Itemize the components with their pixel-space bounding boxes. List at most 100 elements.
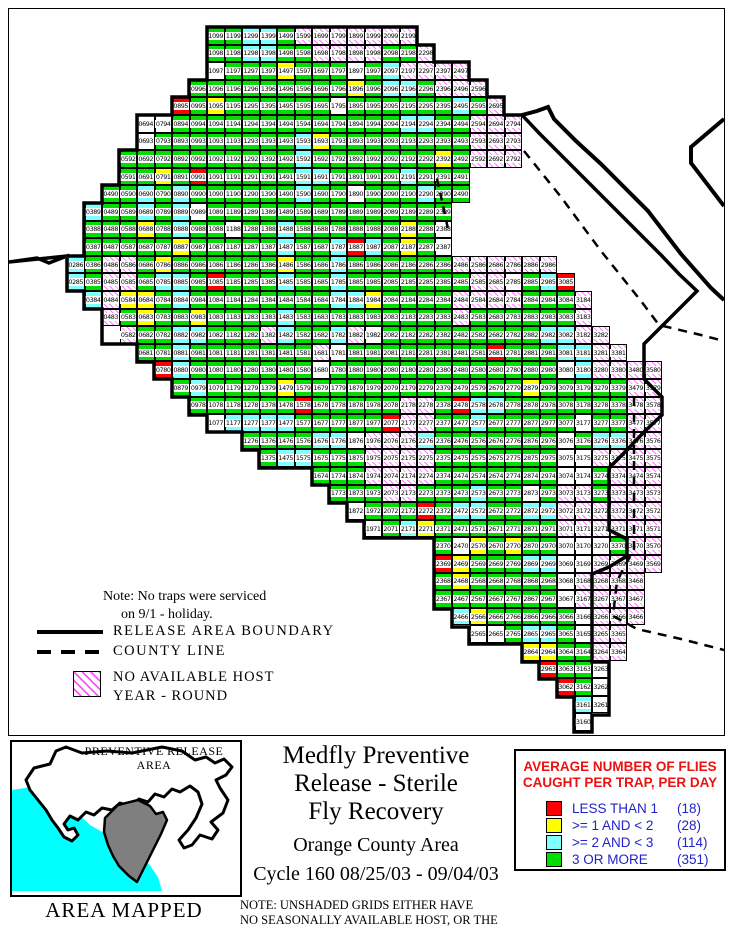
grid-cell: 2379 bbox=[434, 379, 452, 397]
grid-cell: 1683 bbox=[312, 308, 330, 327]
grid-cell-number: 1793 bbox=[330, 137, 347, 146]
grid-cell: 2275 bbox=[417, 449, 435, 467]
grid-cell-number: 3168 bbox=[575, 577, 592, 586]
grid-cell: 2777 bbox=[504, 414, 522, 432]
grid-cell: 1282 bbox=[242, 326, 260, 344]
grid-cell-number: 3171 bbox=[575, 524, 592, 533]
grid-cell-number: 2583 bbox=[470, 313, 487, 322]
grid-cell-number: 2395 bbox=[435, 102, 452, 111]
grid-cell-number: 0993 bbox=[190, 137, 207, 146]
grid-cell: 2578 bbox=[469, 396, 487, 415]
grid-cell-number: 2882 bbox=[522, 330, 539, 339]
grid-cell-number: 1877 bbox=[347, 418, 364, 427]
grid-cell-number: 1384 bbox=[260, 295, 277, 304]
grid-cell-number: 1981 bbox=[365, 348, 382, 357]
grid-cell: 3063 bbox=[557, 660, 575, 679]
grid-cell: 2497 bbox=[452, 62, 470, 80]
grid-cell-number: 3369 bbox=[610, 559, 627, 568]
grid-cell-number: 0882 bbox=[172, 330, 189, 339]
grid-cell: 1092 bbox=[207, 150, 225, 168]
grid-cell: 3078 bbox=[557, 396, 575, 415]
grid-cell-number: 0794 bbox=[155, 119, 172, 128]
grid-cell-number: 1779 bbox=[330, 383, 347, 392]
grid-cell-number: 1576 bbox=[295, 436, 312, 445]
grid-cell-number: 2082 bbox=[382, 330, 399, 339]
grid-cell: 1681 bbox=[312, 343, 330, 362]
grid-cell: 1699 bbox=[312, 27, 330, 45]
grid-cell: 2476 bbox=[452, 431, 470, 450]
grid-cell: 3282 bbox=[592, 326, 610, 344]
grid-cell-number: 0989 bbox=[190, 207, 207, 216]
grid-cell: 2767 bbox=[504, 590, 522, 608]
grid-cell-number: 0996 bbox=[190, 84, 207, 93]
grid-cell: 2286 bbox=[417, 255, 435, 274]
grid-cell: 2969 bbox=[539, 555, 557, 573]
grid-cell-number: 3364 bbox=[610, 647, 627, 656]
grid-cell: 1796 bbox=[329, 79, 347, 98]
grid-cell-number: 2475 bbox=[452, 454, 469, 463]
legend-label: LESS THAN 1 bbox=[572, 801, 659, 816]
grid-cell-number: 2878 bbox=[522, 401, 539, 410]
grid-cell-number: 2473 bbox=[452, 489, 469, 498]
grid-cell: 1394 bbox=[259, 115, 277, 133]
grid-cell-number: 1872 bbox=[347, 506, 364, 515]
grid-cell-number: 2876 bbox=[522, 436, 539, 445]
grid-cell-number: 3065 bbox=[557, 630, 574, 639]
grid-cell-number: 1298 bbox=[242, 49, 259, 58]
grid-cell: 2978 bbox=[539, 396, 557, 415]
grid-cell-number: 0485 bbox=[102, 278, 119, 287]
grid-cell-number: 2282 bbox=[417, 330, 434, 339]
grid-cell: 0485 bbox=[102, 273, 120, 291]
grid-cell-number: 3572 bbox=[645, 506, 662, 515]
grid-cell-number: 1974 bbox=[365, 471, 382, 480]
grid-cell: 1680 bbox=[312, 361, 330, 379]
grid-cell-number: 2072 bbox=[382, 506, 399, 515]
grid-cell-number: 3375 bbox=[610, 454, 627, 463]
grid-cell: 1389 bbox=[259, 203, 277, 221]
grid-cell-number: 1678 bbox=[312, 401, 329, 410]
grid-cell-number: 2287 bbox=[417, 242, 434, 251]
grid-cell-number: 0982 bbox=[190, 330, 207, 339]
grid-cell: 0587 bbox=[119, 238, 137, 256]
grid-cell: 1787 bbox=[329, 238, 347, 256]
grid-cell: 2594 bbox=[469, 115, 487, 133]
grid-cell-number: 1591 bbox=[295, 172, 312, 181]
grid-cell-number: 3264 bbox=[592, 647, 609, 656]
grid-cell: 1779 bbox=[329, 379, 347, 397]
grid-cell-number: 1190 bbox=[225, 190, 242, 199]
grid-cell: 0881 bbox=[172, 343, 190, 362]
grid-cell-number: 2594 bbox=[470, 119, 487, 128]
grid-cell: 0879 bbox=[172, 379, 190, 397]
grid-cell: 0791 bbox=[154, 167, 172, 186]
grid-cell: 2496 bbox=[452, 79, 470, 98]
grid-cell-number: 1788 bbox=[330, 225, 347, 234]
grid-cell: 1477 bbox=[277, 414, 295, 432]
grid-cell: 2683 bbox=[487, 308, 505, 327]
grid-cell: 3065 bbox=[557, 625, 575, 643]
grid-cell-number: 2670 bbox=[487, 542, 504, 551]
grid-cell: 1895 bbox=[347, 97, 365, 115]
grid-cell-number: 1086 bbox=[207, 260, 224, 269]
grid-cell-number: 3182 bbox=[575, 330, 592, 339]
grid-cell-number: 0582 bbox=[120, 330, 137, 339]
grid-cell-number: 2279 bbox=[417, 383, 434, 392]
grid-cell: 3576 bbox=[644, 431, 662, 450]
grid-cell: 3474 bbox=[627, 467, 645, 485]
grid-cell-number: 1379 bbox=[260, 383, 277, 392]
grid-cell: 2179 bbox=[399, 379, 417, 397]
grid-cell: 3176 bbox=[574, 431, 592, 450]
grid-cell: 1192 bbox=[224, 150, 242, 168]
grid-cell: 0996 bbox=[189, 79, 207, 98]
grid-cell-number: 1483 bbox=[277, 313, 294, 322]
grid-cell-number: 1188 bbox=[225, 225, 242, 234]
grid-cell-number: 3467 bbox=[627, 594, 644, 603]
grid-cell: 2671 bbox=[487, 519, 505, 538]
grid-cell-number: 0890 bbox=[172, 190, 189, 199]
grid-cell-number: 3368 bbox=[610, 577, 627, 586]
grid-cell-number: 0385 bbox=[85, 278, 102, 287]
grid-cell-number: 1983 bbox=[365, 313, 382, 322]
grid-cell: 1387 bbox=[259, 238, 277, 256]
grid-cell: 2188 bbox=[399, 220, 417, 239]
grid-cell-number: 1977 bbox=[365, 418, 382, 427]
